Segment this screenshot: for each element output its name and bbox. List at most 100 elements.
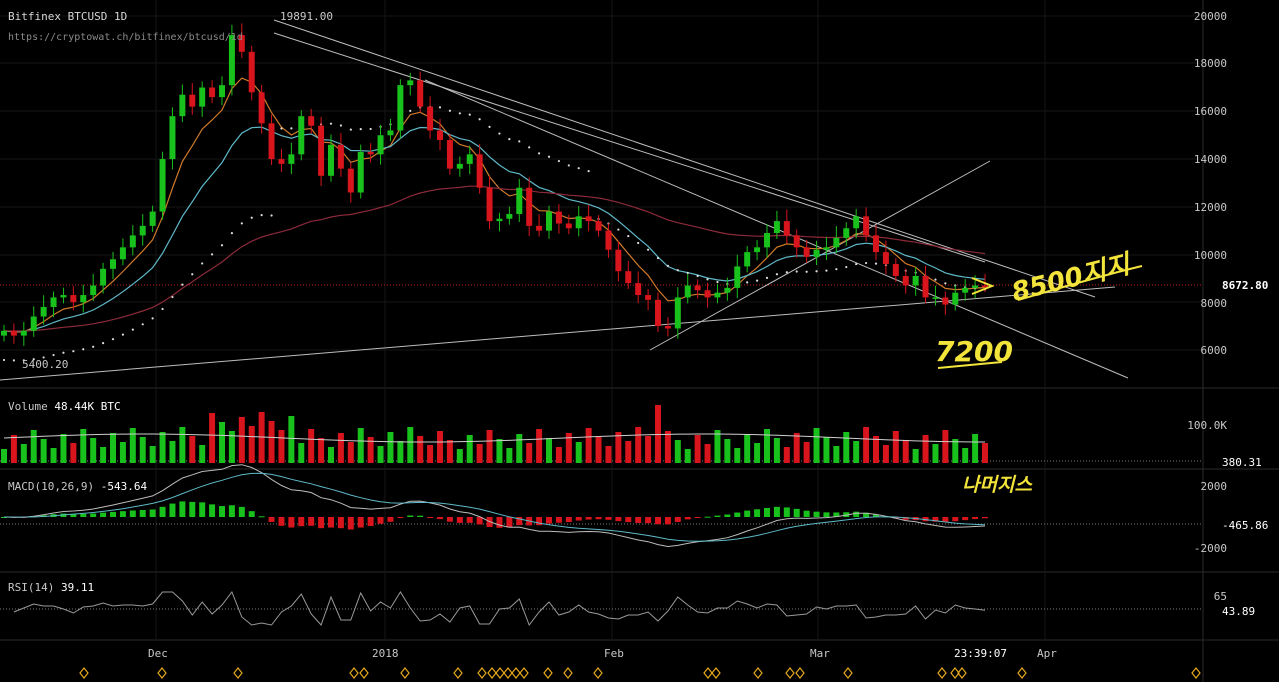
volume-bar bbox=[496, 439, 503, 463]
trendline bbox=[273, 19, 1096, 298]
candle bbox=[982, 285, 988, 288]
macd-histogram-bar bbox=[139, 510, 146, 517]
event-marker[interactable] bbox=[495, 667, 505, 679]
candle bbox=[793, 235, 800, 248]
event-marker[interactable] bbox=[795, 667, 805, 679]
event-marker[interactable] bbox=[349, 667, 359, 679]
candle bbox=[734, 266, 741, 288]
event-marker[interactable] bbox=[79, 667, 89, 679]
volume-bar bbox=[793, 433, 800, 463]
candle bbox=[645, 295, 652, 300]
sar-dot bbox=[686, 271, 689, 275]
macd-histogram-bar bbox=[367, 517, 374, 527]
event-marker[interactable] bbox=[593, 667, 603, 679]
candle bbox=[526, 187, 533, 226]
candle bbox=[486, 187, 493, 222]
candle bbox=[546, 211, 552, 231]
candle bbox=[833, 237, 840, 248]
volume-bar bbox=[100, 447, 107, 463]
sar-dot bbox=[210, 253, 214, 256]
candle bbox=[892, 264, 899, 276]
sar-dot bbox=[845, 265, 848, 269]
event-marker[interactable] bbox=[511, 667, 521, 679]
macd-histogram-bar bbox=[437, 517, 443, 520]
event-marker[interactable] bbox=[477, 667, 487, 679]
volume-bar bbox=[853, 441, 860, 463]
volume-bar bbox=[526, 443, 533, 463]
event-markers[interactable] bbox=[79, 667, 1201, 679]
event-marker[interactable] bbox=[785, 667, 795, 679]
event-marker[interactable] bbox=[453, 667, 463, 679]
event-marker[interactable] bbox=[157, 667, 167, 679]
event-marker[interactable] bbox=[400, 667, 410, 679]
volume-bar bbox=[902, 440, 909, 463]
event-marker[interactable] bbox=[359, 667, 369, 679]
candle bbox=[129, 235, 136, 248]
event-marker[interactable] bbox=[950, 667, 960, 679]
event-marker[interactable] bbox=[937, 667, 947, 679]
event-marker[interactable] bbox=[563, 667, 573, 679]
event-marker[interactable] bbox=[487, 667, 497, 679]
macd-histogram-bar bbox=[268, 517, 275, 522]
candle bbox=[377, 135, 384, 155]
sar-dot bbox=[260, 214, 263, 217]
volume-bar bbox=[318, 438, 325, 463]
event-marker[interactable] bbox=[843, 667, 853, 679]
event-marker[interactable] bbox=[503, 667, 513, 679]
sar-dot bbox=[805, 270, 808, 273]
volume-bars bbox=[1, 405, 988, 463]
annotation-7200: 7200 bbox=[935, 335, 1013, 368]
ema-slow-line bbox=[3, 185, 986, 332]
time-label: Apr bbox=[1037, 647, 1057, 660]
macd-histogram-bar bbox=[664, 517, 671, 525]
chart-url[interactable]: https://cryptowat.ch/bitfinex/btcusd/1d bbox=[8, 32, 243, 43]
macd-histogram-bar bbox=[70, 513, 77, 517]
volume-bar bbox=[952, 439, 959, 463]
sar-dot bbox=[696, 274, 699, 278]
volume-bar bbox=[882, 445, 889, 463]
candle bbox=[932, 297, 939, 299]
event-marker[interactable] bbox=[1017, 667, 1027, 679]
candle bbox=[882, 252, 889, 265]
candle bbox=[674, 297, 681, 329]
macd-histogram-bar bbox=[605, 517, 612, 520]
macd-histogram-bar bbox=[110, 511, 116, 517]
candle bbox=[773, 221, 780, 234]
candle bbox=[813, 249, 820, 257]
event-marker[interactable] bbox=[543, 667, 553, 679]
event-marker[interactable] bbox=[711, 667, 721, 679]
macd-histogram-bar bbox=[585, 517, 592, 520]
candle bbox=[278, 159, 285, 164]
sar-dot bbox=[646, 248, 650, 251]
event-marker[interactable] bbox=[1191, 667, 1201, 679]
volume-bar bbox=[744, 434, 751, 463]
event-marker[interactable] bbox=[519, 667, 529, 679]
candle bbox=[169, 116, 176, 160]
volume-bar bbox=[486, 430, 493, 463]
event-marker[interactable] bbox=[957, 667, 967, 679]
candle bbox=[714, 292, 721, 298]
candle bbox=[972, 285, 979, 288]
macd-title: MACD(10,26,9) bbox=[8, 480, 95, 493]
macd-histogram-bar bbox=[427, 517, 434, 518]
macd-histogram-bar bbox=[595, 517, 602, 520]
sar-dot bbox=[171, 295, 174, 299]
volume-bar bbox=[892, 431, 899, 463]
volume-bar bbox=[169, 441, 176, 463]
macd-histogram-bar bbox=[258, 516, 265, 518]
macd-signal-line bbox=[3, 472, 986, 542]
candle bbox=[337, 144, 344, 169]
event-marker[interactable] bbox=[233, 667, 243, 679]
volume-bar bbox=[783, 447, 790, 463]
macd-histogram-bar bbox=[555, 517, 562, 523]
event-marker[interactable] bbox=[753, 667, 763, 679]
candle bbox=[228, 35, 235, 86]
sar-dot bbox=[557, 159, 561, 163]
sar-dot bbox=[290, 127, 293, 130]
candle bbox=[823, 247, 830, 250]
hand-annotations bbox=[937, 265, 1143, 369]
candle bbox=[209, 87, 216, 98]
volume-bar bbox=[149, 446, 156, 463]
event-marker[interactable] bbox=[703, 667, 713, 679]
